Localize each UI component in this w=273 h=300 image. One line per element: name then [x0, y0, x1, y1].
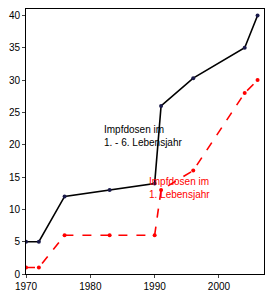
svg-text:Impfdosen im1. Lebensjahr: Impfdosen im1. Lebensjahr [149, 176, 210, 200]
svg-text:30: 30 [9, 75, 21, 86]
svg-text:10: 10 [9, 204, 21, 215]
svg-text:1990: 1990 [144, 281, 167, 292]
svg-text:1980: 1980 [79, 281, 102, 292]
svg-text:2000: 2000 [208, 281, 231, 292]
svg-text:5: 5 [14, 236, 20, 247]
svg-text:15: 15 [9, 172, 21, 183]
svg-text:20: 20 [9, 139, 21, 150]
svg-text:25: 25 [9, 107, 21, 118]
svg-text:40: 40 [9, 10, 21, 21]
svg-text:1970: 1970 [15, 281, 38, 292]
svg-text:0: 0 [14, 269, 20, 280]
svg-text:Impfdosen im1. - 6. Lebensjahr: Impfdosen im1. - 6. Lebensjahr [104, 124, 182, 148]
svg-text:35: 35 [9, 42, 21, 53]
